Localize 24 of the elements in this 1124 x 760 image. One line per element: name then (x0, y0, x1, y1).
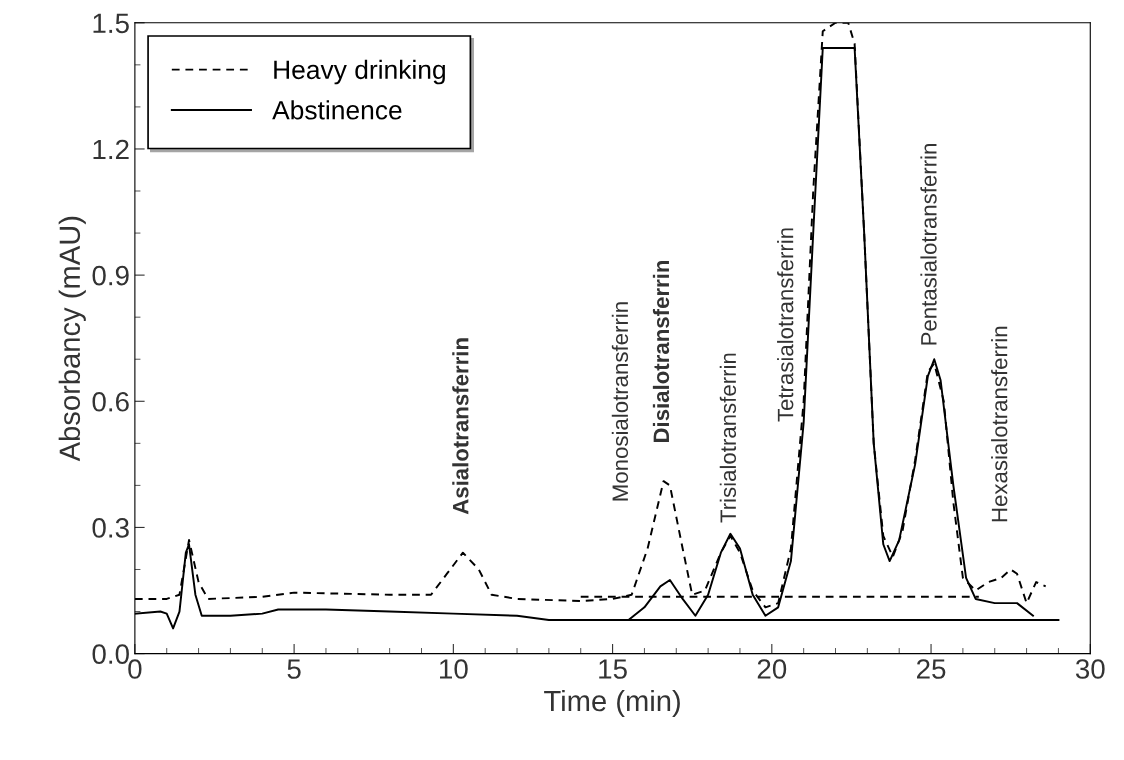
x-tick-label: 10 (440, 659, 468, 679)
y-axis-title: Absorbancy (mAU) (58, 216, 86, 462)
annotation: Disialotransferrin (652, 260, 670, 443)
annotation: Pentasialotransferrin (920, 144, 937, 345)
x-tick-label: 5 (287, 659, 301, 679)
y-tick-label: 0.9 (92, 265, 129, 286)
annotation: Trisialotransferrin (719, 353, 737, 523)
x-tick-label: 20 (757, 659, 787, 679)
y-tick-label: 1.2 (93, 139, 129, 160)
x-tick-label: 25 (917, 659, 946, 679)
legend-label: Heavy drinking (274, 59, 445, 85)
y-tick-label: 0.0 (92, 644, 129, 664)
annotation: Hexasialotransferrin (991, 326, 1008, 522)
x-tick-label: 0 (128, 659, 142, 679)
x-tick-label: 30 (1075, 659, 1105, 679)
y-tick-label: 0.3 (92, 518, 129, 538)
y-tick-label: 1.5 (93, 13, 129, 34)
y-tick-label: 0.6 (92, 391, 129, 412)
annotation: Monosialotransferrin (611, 302, 629, 501)
annotation: Tetrasialotransferrin (777, 228, 794, 422)
annotation: Asialotransferrin (452, 338, 469, 515)
x-axis-title: Time (min) (544, 689, 680, 718)
x-tick-label: 15 (599, 659, 627, 679)
legend-label: Abstinence (272, 100, 402, 120)
